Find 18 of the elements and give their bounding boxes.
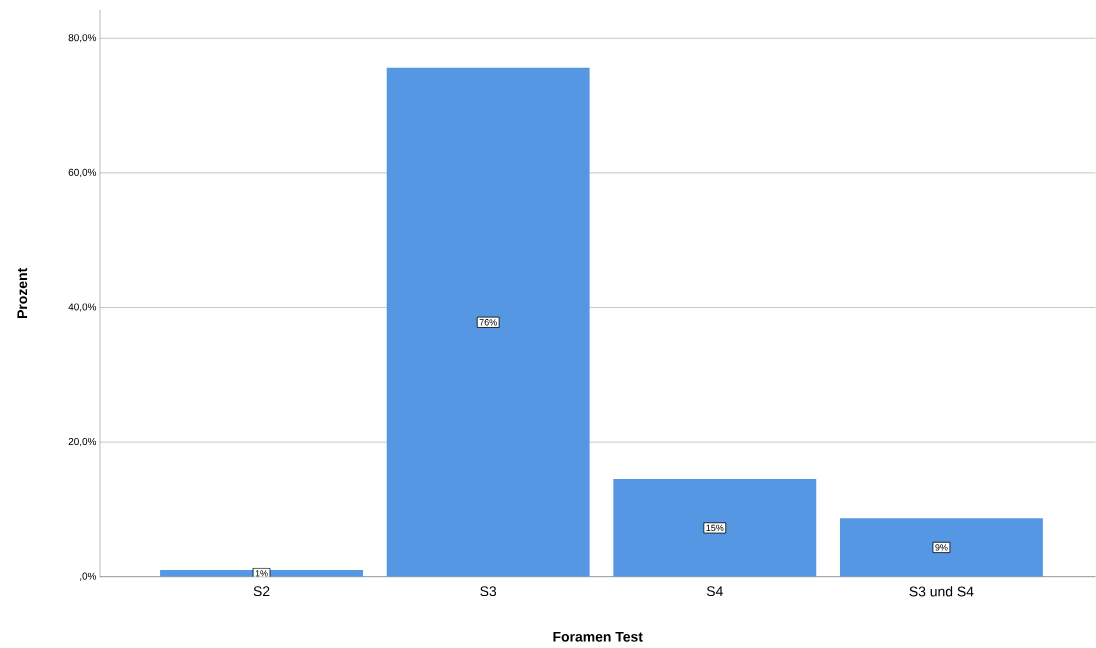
data-label: 76%: [479, 319, 497, 326]
bar: [839, 518, 1043, 577]
data-label: 15%: [706, 524, 724, 532]
data-label: 9%: [935, 544, 948, 551]
data-label: 1%: [255, 570, 268, 577]
x-tick-label: S3 und S4: [909, 586, 974, 597]
y-tick-label: 60,0%: [68, 168, 97, 178]
y-tick-label: ,0%: [80, 572, 97, 581]
y-tick-label: 80,0%: [68, 34, 97, 43]
x-tick-label: S2: [253, 586, 270, 597]
y-tick-label: 20,0%: [68, 438, 97, 447]
x-tick-label: S3: [480, 586, 497, 597]
x-axis-title: Foramen Test: [553, 632, 643, 642]
bar: [386, 68, 590, 577]
x-tick-label: S4: [706, 586, 723, 597]
y-tick-label: 40,0%: [68, 303, 97, 312]
bar: [613, 479, 817, 577]
y-axis-title: Prozent: [17, 268, 28, 319]
